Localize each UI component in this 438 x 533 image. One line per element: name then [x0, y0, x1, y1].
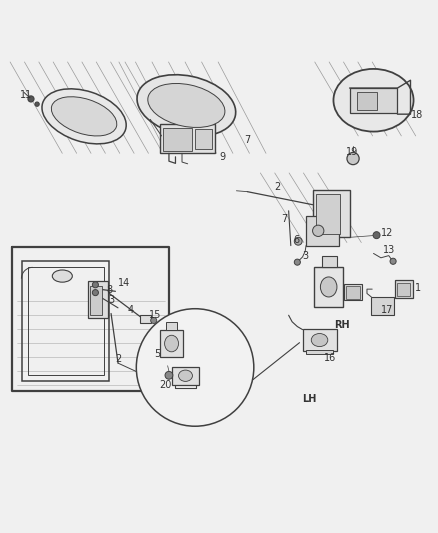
- Text: 8: 8: [107, 286, 113, 295]
- Bar: [346, 286, 360, 299]
- Circle shape: [136, 309, 254, 426]
- Bar: [160, 330, 183, 357]
- Bar: [395, 280, 413, 298]
- Bar: [371, 297, 394, 315]
- Circle shape: [92, 282, 99, 288]
- Bar: [313, 190, 350, 237]
- Text: 9: 9: [219, 152, 225, 162]
- Bar: [344, 284, 362, 301]
- Bar: [140, 315, 151, 323]
- Circle shape: [390, 258, 396, 264]
- Ellipse shape: [148, 84, 225, 127]
- Bar: [322, 256, 337, 268]
- Text: 14: 14: [118, 278, 130, 288]
- Circle shape: [347, 152, 359, 165]
- Text: 2: 2: [116, 354, 122, 364]
- Text: 15: 15: [149, 310, 162, 320]
- Bar: [357, 92, 377, 110]
- Text: 4: 4: [127, 305, 134, 315]
- Text: 7: 7: [282, 214, 288, 224]
- Bar: [28, 266, 104, 375]
- Circle shape: [294, 237, 302, 245]
- Bar: [397, 283, 410, 296]
- Bar: [166, 322, 177, 330]
- Bar: [160, 124, 215, 154]
- Text: 19: 19: [346, 148, 358, 157]
- Text: LH: LH: [303, 394, 317, 404]
- Text: 2: 2: [275, 182, 281, 192]
- Circle shape: [313, 225, 324, 237]
- Ellipse shape: [179, 370, 192, 382]
- Circle shape: [35, 102, 39, 107]
- Bar: [195, 130, 212, 149]
- Ellipse shape: [137, 75, 236, 136]
- Bar: [303, 329, 336, 351]
- Text: 1: 1: [415, 283, 421, 293]
- Bar: [350, 88, 397, 114]
- Text: 16: 16: [323, 353, 336, 363]
- Ellipse shape: [165, 335, 179, 352]
- Text: 18: 18: [410, 110, 423, 120]
- Text: 6: 6: [294, 235, 300, 245]
- Circle shape: [294, 259, 300, 265]
- Bar: [172, 367, 199, 385]
- Bar: [22, 261, 110, 381]
- Bar: [163, 128, 191, 151]
- Text: 13: 13: [383, 245, 395, 255]
- Bar: [88, 281, 109, 318]
- Ellipse shape: [51, 97, 117, 136]
- Circle shape: [151, 318, 157, 324]
- Text: 3: 3: [303, 251, 309, 261]
- Circle shape: [28, 96, 34, 102]
- Text: 5: 5: [155, 350, 161, 359]
- Text: 17: 17: [381, 305, 393, 315]
- Text: 12: 12: [381, 228, 393, 238]
- Ellipse shape: [52, 270, 72, 282]
- Text: 20: 20: [159, 380, 171, 390]
- Bar: [314, 268, 343, 306]
- Bar: [306, 216, 339, 246]
- Text: 7: 7: [244, 135, 251, 146]
- Bar: [90, 286, 102, 315]
- Ellipse shape: [333, 69, 413, 132]
- Ellipse shape: [311, 334, 328, 346]
- Circle shape: [92, 289, 99, 296]
- Text: 11: 11: [20, 90, 32, 100]
- Ellipse shape: [321, 277, 337, 297]
- Text: RH: RH: [334, 320, 350, 330]
- Circle shape: [165, 372, 173, 379]
- Bar: [316, 194, 339, 234]
- Text: 3: 3: [109, 295, 115, 305]
- Bar: [306, 350, 333, 354]
- Circle shape: [373, 232, 380, 239]
- Ellipse shape: [42, 89, 126, 144]
